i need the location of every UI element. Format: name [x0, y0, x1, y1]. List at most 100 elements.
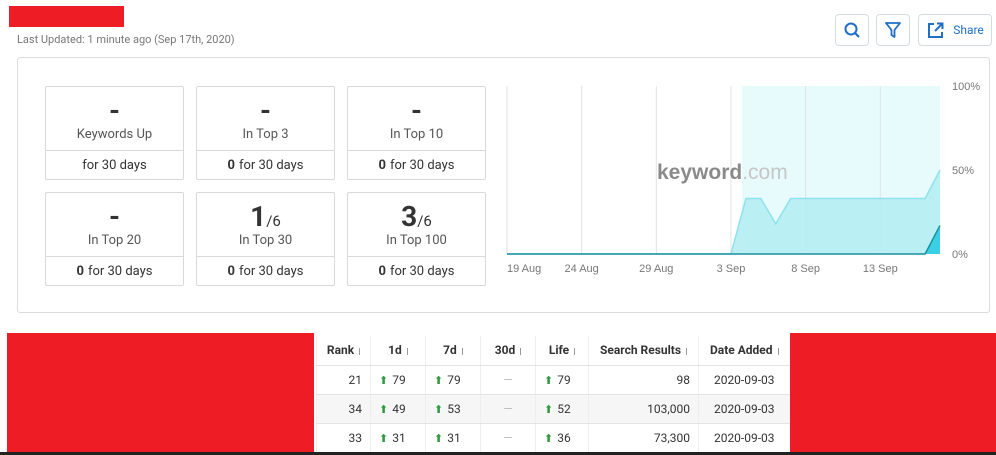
- stat-label: In Top 30: [238, 233, 293, 248]
- stat-period: for 30 days: [82, 158, 147, 173]
- cell-text: —: [503, 401, 513, 416]
- chart: 19 Aug 24 Aug 29 Aug 3 Sep 8 Sep 13 Sep 100% 50…: [506, 81, 980, 275]
- redaction: [7, 333, 314, 452]
- cell-text: 73,300: [653, 430, 690, 445]
- y-tick-label: 100%: [952, 81, 980, 93]
- table-row: 34 ⬆ 49 ⬆ 53— ⬆ 52 103,000 2020-09-03: [316, 394, 790, 424]
- stat-card: - In Top 3 0 for 30 days: [196, 86, 335, 180]
- up-arrow: ⬆: [544, 431, 554, 445]
- stat-value: -: [410, 94, 423, 127]
- table-row: 21 ⬆ 79 ⬆ 79— ⬆ 79 98 2020-09-03: [316, 365, 790, 395]
- filter-button[interactable]: [876, 14, 910, 46]
- stat-value-box: 1/6: [197, 199, 334, 235]
- stat-total: /6: [266, 212, 281, 230]
- table-cell: 34: [316, 394, 371, 424]
- column-header: Search Results: [588, 336, 699, 366]
- stat-footer: 0 for 30 days: [348, 256, 485, 287]
- stat-count: 0: [227, 158, 235, 173]
- area: [507, 170, 940, 254]
- stat-value-box: -: [46, 199, 183, 235]
- column-label: 7d: [443, 343, 457, 358]
- table-cell: 2020-09-03: [698, 423, 790, 453]
- y-tick-label: 0%: [952, 249, 968, 261]
- stat-value-box: -: [46, 93, 183, 129]
- cell-text: 33: [348, 430, 363, 445]
- cell-text: 103,000: [647, 401, 690, 416]
- last-updated: Last Updated: 1 minute ago (Sep 17th, 20…: [17, 33, 235, 46]
- column-header: 30d: [480, 336, 536, 366]
- table-cell: 98: [588, 365, 699, 395]
- cell-text: 21: [348, 372, 363, 387]
- filter-icon: [885, 22, 901, 38]
- cell-text: 31: [392, 430, 406, 445]
- stat-value: 1: [250, 200, 267, 233]
- stat-label: In Top 100: [386, 233, 447, 248]
- stat-label: Keywords Up: [76, 127, 153, 142]
- area-line: [507, 225, 941, 255]
- stat-count: 0: [227, 264, 235, 279]
- column-header: Life: [535, 336, 589, 366]
- table-cell: ⬆ 49: [370, 394, 426, 424]
- stat-value-box: 3/6: [348, 199, 485, 235]
- sort-icon: [406, 347, 408, 355]
- stat-card: - Keywords Up for 30 days: [45, 86, 184, 180]
- column-header: Date Added: [698, 336, 790, 366]
- stat-label: In Top 10: [389, 127, 444, 142]
- stat-footer: 0 for 30 days: [197, 150, 334, 181]
- up-arrow: ⬆: [434, 431, 444, 445]
- y-tick-label: 50%: [952, 165, 974, 177]
- table-cell: 2020-09-03: [698, 394, 790, 424]
- column-label: Date Added: [709, 343, 773, 358]
- table-cell: ⬆ 52: [535, 394, 589, 424]
- table-cell: ⬆ 31: [425, 423, 481, 453]
- up-arrow: ⬆: [544, 373, 554, 387]
- stat-card: - In Top 20 0 for 30 days: [45, 192, 184, 286]
- x-tick-label: 8 Sep: [791, 263, 820, 275]
- cell-text: 36: [557, 430, 571, 445]
- x-tick-label: 29 Aug: [639, 263, 673, 275]
- table-row: 33 ⬆ 31 ⬆ 31— ⬆ 36 73,300 2020-09-03: [316, 423, 790, 453]
- sort-icon: [685, 347, 687, 355]
- cell-text: 2020-09-03: [713, 401, 775, 416]
- stat-period: for 30 days: [238, 158, 304, 173]
- search-icon: [844, 22, 860, 38]
- stat-footer: 0 for 30 days: [46, 256, 183, 287]
- up-arrow: ⬆: [544, 402, 554, 416]
- x-tick-label: 19 Aug: [507, 263, 541, 275]
- stat-period: for 30 days: [389, 158, 455, 173]
- table-cell: ⬆ 79: [425, 365, 481, 395]
- stat-value: -: [108, 94, 121, 127]
- table-cell: ⬆ 53: [425, 394, 481, 424]
- x-tick-label: 13 Sep: [863, 263, 898, 275]
- sort-icon: [777, 347, 779, 355]
- column-label: 1d: [388, 343, 402, 358]
- cell-text: 79: [392, 372, 406, 387]
- table-cell: ⬆ 79: [535, 365, 589, 395]
- column-label: Search Results: [600, 343, 681, 358]
- stat-label: In Top 3: [242, 127, 289, 142]
- cell-text: —: [503, 430, 513, 445]
- cell-text: 53: [447, 401, 461, 416]
- table-cell: 33: [316, 423, 371, 453]
- table-cell: ⬆ 36: [535, 423, 589, 453]
- search-button[interactable]: [835, 14, 869, 46]
- cell-text: —: [503, 372, 513, 387]
- stat-footer: for 30 days: [46, 150, 183, 181]
- stat-card: 3/6 In Top 100 0 for 30 days: [347, 192, 486, 286]
- stat-value: -: [259, 94, 272, 127]
- column-header: 7d: [425, 336, 481, 366]
- cell-text: 49: [392, 401, 406, 416]
- table-cell: ⬆ 31: [370, 423, 426, 453]
- share-button[interactable]: Share: [918, 14, 992, 46]
- x-tick-label: 24 Aug: [565, 263, 599, 275]
- stat-period: for 30 days: [389, 264, 455, 279]
- stats-panel: [17, 57, 990, 313]
- up-arrow: ⬆: [379, 431, 389, 445]
- x-tick-label: 3 Sep: [717, 263, 746, 275]
- stat-label: In Top 20: [87, 233, 142, 248]
- up-arrow: ⬆: [434, 373, 444, 387]
- cell-text: 79: [447, 372, 461, 387]
- stat-period: for 30 days: [238, 264, 304, 279]
- table-cell: 73,300: [588, 423, 699, 453]
